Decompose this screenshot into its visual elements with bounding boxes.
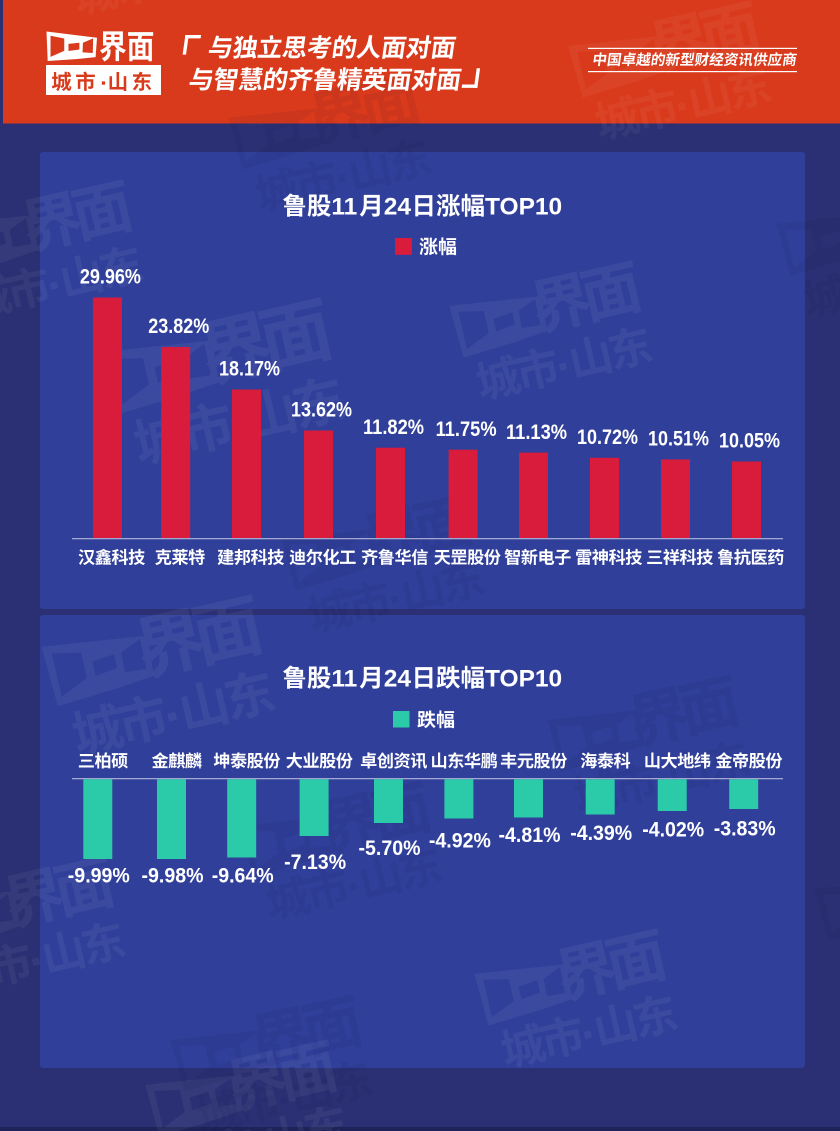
svg-text:-4.39%: -4.39% xyxy=(570,822,632,845)
svg-text:23.82%: 23.82% xyxy=(148,315,209,338)
svg-text:18.17%: 18.17% xyxy=(219,358,280,381)
svg-text:-5.70%: -5.70% xyxy=(359,837,421,860)
svg-text:29.96%: 29.96% xyxy=(80,266,141,289)
svg-text:11: 11 xyxy=(331,666,357,693)
svg-text:-9.64%: -9.64% xyxy=(212,865,274,888)
svg-text:TOP10: TOP10 xyxy=(485,666,562,693)
svg-text:10.05%: 10.05% xyxy=(719,430,780,453)
svg-text:24: 24 xyxy=(384,666,412,693)
svg-text:24: 24 xyxy=(384,194,412,221)
svg-text:-4.92%: -4.92% xyxy=(429,830,491,853)
svg-text:11.75%: 11.75% xyxy=(436,418,497,441)
svg-text:11.13%: 11.13% xyxy=(506,421,567,444)
svg-text:13.62%: 13.62% xyxy=(291,399,352,422)
svg-text:11: 11 xyxy=(331,194,357,221)
svg-text:-4.02%: -4.02% xyxy=(642,818,704,841)
svg-text:10.51%: 10.51% xyxy=(648,428,709,451)
svg-text:-9.99%: -9.99% xyxy=(68,865,130,888)
svg-text:11.82%: 11.82% xyxy=(363,416,424,439)
svg-text:-9.98%: -9.98% xyxy=(142,865,204,888)
svg-text:TOP10: TOP10 xyxy=(485,194,562,221)
svg-text:-7.13%: -7.13% xyxy=(284,851,346,874)
svg-text:-3.83%: -3.83% xyxy=(714,817,776,840)
svg-text:10.72%: 10.72% xyxy=(577,426,638,449)
svg-text:-4.81%: -4.81% xyxy=(499,824,561,847)
